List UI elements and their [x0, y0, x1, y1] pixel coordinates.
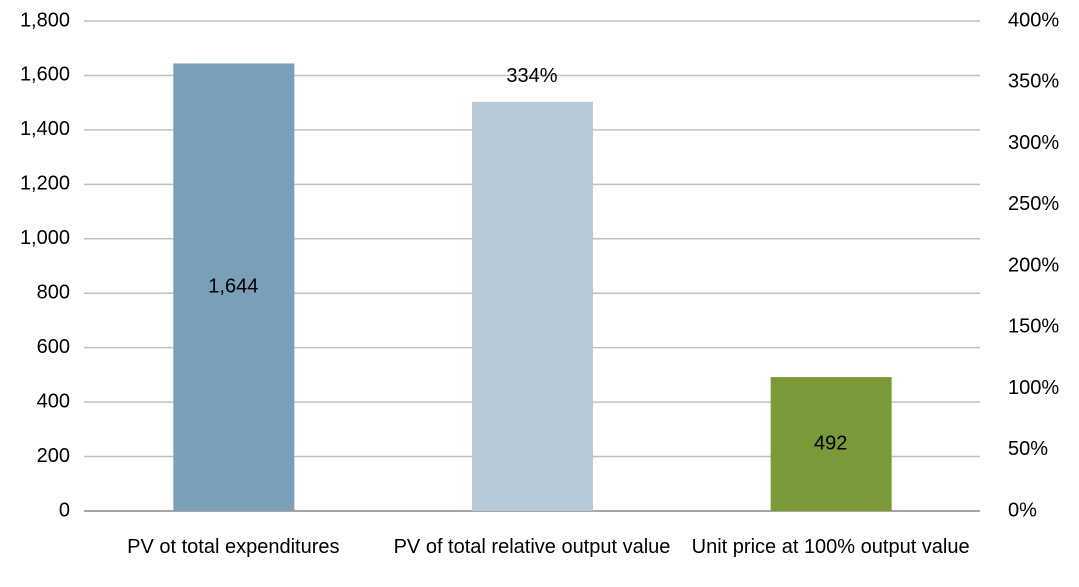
y2-tick-label: 100% — [1008, 377, 1059, 399]
y-tick-label: 1,600 — [20, 64, 70, 86]
value-label: 492 — [814, 432, 847, 454]
y-tick-label: 0 — [59, 499, 70, 521]
y-tick-label: 400 — [37, 390, 70, 412]
value-label: 334% — [506, 65, 557, 87]
y-tick-label: 600 — [37, 336, 70, 358]
x-tick-label: PV of total relative output value — [393, 536, 671, 558]
y2-tick-label: 300% — [1008, 132, 1059, 154]
y-tick-label: 1,200 — [20, 173, 70, 195]
y2-tick-label: 250% — [1008, 193, 1059, 215]
bar — [173, 63, 295, 511]
x-tick-label: PV ot total expenditures — [127, 536, 340, 558]
y2-tick-label: 0% — [1008, 499, 1037, 521]
bar — [770, 377, 892, 511]
y-tick-label: 200 — [37, 445, 70, 467]
y2-tick-label: 400% — [1008, 9, 1059, 31]
y2-tick-label: 150% — [1008, 316, 1059, 338]
value-label: 1,644 — [208, 276, 258, 298]
y2-tick-label: 50% — [1008, 438, 1048, 460]
y-tick-label: 1,800 — [20, 9, 70, 31]
y-tick-label: 800 — [37, 282, 70, 304]
y-tick-label: 1,000 — [20, 227, 70, 249]
bar — [472, 101, 593, 511]
y2-tick-label: 350% — [1008, 71, 1059, 93]
x-tick-label: Unit price at 100% output value — [691, 536, 970, 558]
y-tick-label: 1,400 — [20, 118, 70, 140]
y2-tick-label: 200% — [1008, 254, 1059, 276]
